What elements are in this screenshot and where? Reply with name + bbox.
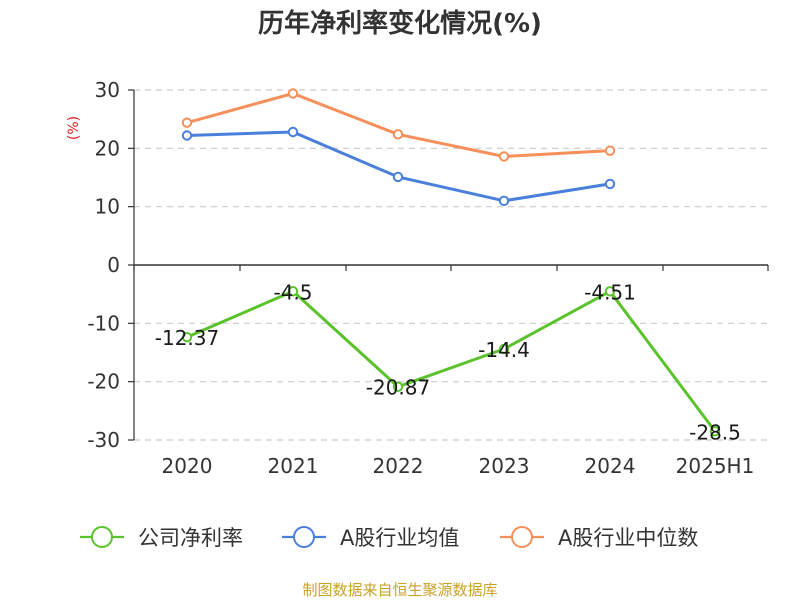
data-point[interactable] [604, 178, 616, 190]
data-label: -14.4 [478, 338, 530, 362]
legend-marker [293, 526, 315, 548]
data-labels: -12.37 -4.5 -20.87 -14.4 -4.51 -28.5 [155, 280, 741, 444]
x-tick-label: 2020 [162, 454, 213, 478]
legend-item-label[interactable]: A股行业均值 [340, 526, 459, 550]
x-tick-label: 2024 [585, 454, 636, 478]
data-label: -28.5 [689, 420, 741, 444]
legend-item-label[interactable]: A股行业中位数 [558, 526, 698, 550]
y-tick-label: 20 [95, 136, 120, 160]
data-point[interactable] [181, 117, 193, 128]
data-point[interactable] [604, 145, 616, 156]
series-layer [181, 88, 721, 437]
x-tick-label: 2022 [373, 454, 424, 478]
legend[interactable]: 公司净利率 A股行业均值 A股行业中位数 [80, 526, 698, 550]
y-tick-label: -20 [87, 370, 120, 394]
data-point[interactable] [392, 381, 404, 392]
data-label: -4.51 [584, 280, 636, 304]
chart-title: 历年净利率变化情况(%) [258, 8, 542, 39]
y-unit-label: (%) [66, 116, 82, 140]
axes: 30 20 10 0 -10 -20 -30 2020 2021 2022 2023 2024 2025… [87, 78, 769, 478]
x-tick-label: 2023 [479, 454, 530, 478]
grid [134, 89, 768, 441]
data-label: -4.5 [273, 280, 312, 304]
data-point[interactable] [709, 426, 721, 437]
data-point[interactable] [287, 126, 299, 138]
data-point[interactable] [392, 171, 404, 183]
y-tick-label: 30 [95, 78, 120, 102]
series-line [186, 130, 611, 203]
data-point[interactable] [181, 331, 193, 343]
data-label: -12.37 [155, 326, 219, 350]
x-tick-label: 2021 [268, 454, 319, 478]
y-tick-label: 0 [107, 253, 120, 277]
data-point[interactable] [604, 286, 616, 297]
data-point[interactable] [498, 195, 510, 207]
legend-marker [511, 526, 533, 548]
data-point[interactable] [287, 88, 299, 99]
y-tick-label: 10 [95, 195, 120, 219]
data-point[interactable] [498, 151, 510, 162]
series-line [186, 289, 717, 433]
x-tick-label: 2025H1 [676, 454, 755, 478]
data-point[interactable] [498, 343, 510, 355]
data-point[interactable] [392, 129, 404, 140]
y-tick-label: -10 [87, 311, 120, 335]
data-point[interactable] [287, 286, 299, 297]
y-tick-label: -30 [87, 428, 120, 452]
legend-item-label[interactable]: 公司净利率 [138, 526, 243, 550]
series-line [186, 92, 611, 158]
legend-marker [91, 526, 113, 548]
data-label: -20.87 [366, 376, 430, 400]
source-note: 制图数据来自恒生聚源数据库 [302, 581, 497, 599]
data-point[interactable] [181, 130, 193, 141]
